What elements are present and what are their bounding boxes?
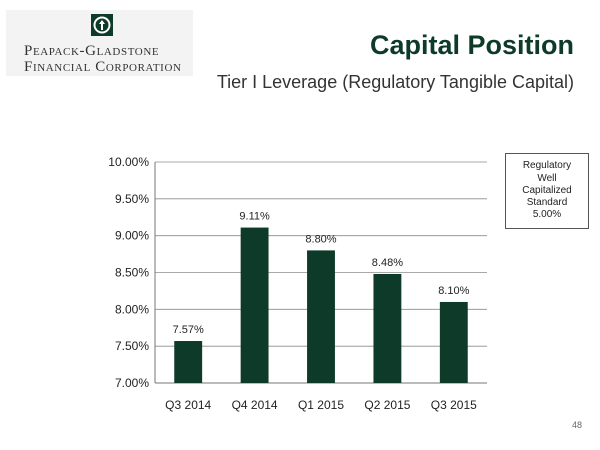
callout-line: Standard <box>526 197 568 209</box>
y-tick-label: 10.00% <box>108 155 149 169</box>
data-label: 8.10% <box>438 285 469 297</box>
slide-subtitle: Tier I Leverage (Regulatory Tangible Cap… <box>216 72 574 92</box>
x-tick-label: Q3 2015 <box>431 398 477 412</box>
bar <box>240 227 269 383</box>
x-tick-label: Q2 2015 <box>364 398 410 412</box>
data-label: 7.57% <box>173 324 204 336</box>
slide-title: Capital Position <box>369 30 574 60</box>
logo-line-2: Financial Corporation <box>24 59 182 75</box>
x-tick-label: Q1 2015 <box>298 398 344 412</box>
y-tick-label: 7.50% <box>115 339 149 353</box>
bar <box>307 250 335 383</box>
logo-emblem-icon <box>91 14 113 36</box>
company-logo: Peapack-Gladstone Financial Corporation <box>6 10 193 76</box>
data-label: 8.80% <box>305 233 336 245</box>
y-tick-label: 8.50% <box>115 266 149 280</box>
callout-line: Well <box>537 172 557 184</box>
x-tick-label: Q4 2014 <box>232 398 278 412</box>
callout-line: Regulatory <box>522 160 572 172</box>
y-tick-label: 7.00% <box>115 376 149 390</box>
data-label: 9.11% <box>239 211 270 223</box>
logo-line-1: Peapack-Gladstone <box>24 43 160 59</box>
data-label: 8.48% <box>372 257 403 269</box>
bar <box>439 301 468 383</box>
y-tick-label: 9.50% <box>115 192 149 206</box>
x-tick-label: Q3 2014 <box>165 398 211 412</box>
capital-standard-callout: Regulatory Well Capitalized Standard 5.0… <box>505 153 589 229</box>
bar <box>373 273 402 383</box>
callout-line: 5.00% <box>532 209 562 221</box>
page-number: 48 <box>571 420 582 430</box>
callout-line: Capitalized <box>522 184 572 196</box>
y-tick-label: 9.00% <box>115 229 149 243</box>
bar <box>174 341 203 383</box>
y-tick-label: 8.00% <box>115 302 149 316</box>
